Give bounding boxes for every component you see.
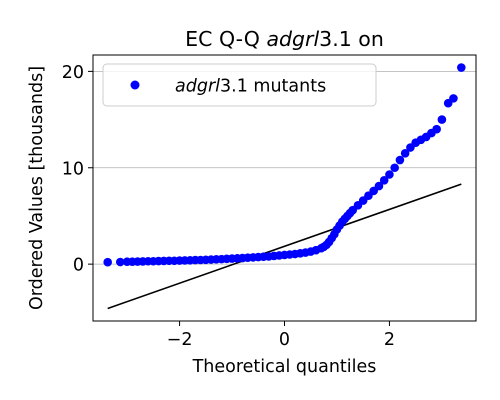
data-point bbox=[432, 125, 441, 134]
data-point bbox=[396, 156, 405, 165]
x-axis-label: Theoretical quantiles bbox=[192, 357, 377, 377]
y-tick-label: 20 bbox=[62, 63, 84, 83]
data-point bbox=[438, 115, 447, 124]
x-tick-label: 0 bbox=[279, 330, 290, 350]
x-tick-label: −2 bbox=[167, 330, 193, 350]
legend: adgrl3.1 mutants bbox=[103, 64, 376, 106]
x-axis-ticks: −2 0 2 bbox=[167, 321, 395, 350]
data-point bbox=[385, 170, 394, 179]
y-axis-ticks: 0 10 20 bbox=[62, 63, 93, 276]
legend-label: adgrl3.1 mutants bbox=[175, 77, 326, 97]
y-tick-label: 10 bbox=[62, 159, 84, 179]
data-point bbox=[457, 63, 466, 72]
data-point bbox=[103, 258, 112, 267]
y-tick-label: 0 bbox=[73, 256, 84, 276]
chart-title: EC Q-Q adgrl3.1 on bbox=[185, 27, 384, 51]
legend-marker bbox=[131, 81, 140, 90]
data-point bbox=[449, 94, 458, 103]
x-tick-label: 2 bbox=[384, 330, 395, 350]
y-axis-label: Ordered Values [thousands] bbox=[27, 66, 47, 310]
data-point bbox=[390, 163, 399, 172]
reference-line bbox=[108, 184, 462, 308]
